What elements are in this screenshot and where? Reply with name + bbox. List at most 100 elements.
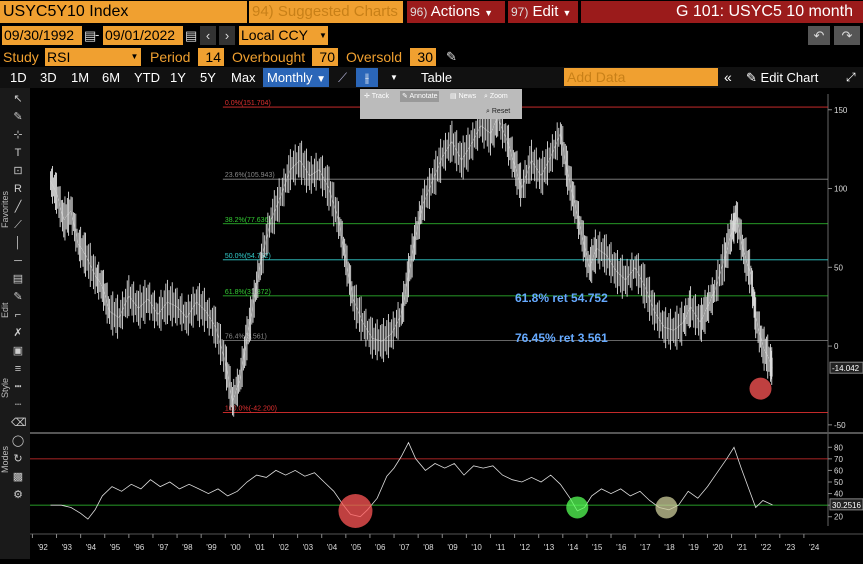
horizontal-line-icon[interactable]: ─ [14,255,22,267]
x-tick-label: '01 [254,543,265,552]
rsi-tick-label: 70 [834,455,843,464]
text-icon[interactable]: T [14,147,22,159]
currency-select[interactable]: Local CCY [239,26,319,45]
fib-level-label: 61.8%(31.872) [225,289,271,296]
next-arrow-icon[interactable]: › [219,26,235,45]
timeframe-1m[interactable]: 1M [71,70,90,85]
reset-button[interactable]: ⌕ Reset [486,106,510,117]
title-bar: USYC5Y10 Index 94) Suggested Charts 96) … [0,0,863,24]
table-button[interactable]: Table [421,70,453,85]
annotate-button[interactable]: ✎ Annotate [400,91,440,102]
x-tick-label: '16 [616,543,627,552]
edit-chart-label: Edit Chart [760,70,819,85]
brush-icon[interactable]: ⌐ [14,309,22,321]
channel-icon[interactable]: ▤ [12,273,24,285]
timeframe-ytd[interactable]: YTD [134,70,160,85]
expand-icon[interactable]: ⤢ [846,70,856,84]
edit-chart-button[interactable]: ✎ Edit Chart [746,68,818,87]
crosshair-icon[interactable]: ⊹ [13,129,23,141]
timeframe-max[interactable]: Max [231,70,256,85]
rsi-tick-label: 80 [834,443,843,452]
x-tick-label: '24 [809,543,820,552]
gear-icon[interactable]: ⚙ [13,489,23,501]
color-icon[interactable]: ▣ [12,345,24,357]
calendar-icon[interactable]: ▤ [84,28,97,43]
cycle-icon[interactable]: ↻ [13,453,23,465]
undo-icon[interactable]: ↶ [808,26,830,45]
trendline-icon[interactable]: ⟋ [14,219,22,231]
track-label: Track [371,93,389,100]
x-tick-label: '92 [37,543,48,552]
zoom-button[interactable]: ⌕ Zoom [484,91,508,102]
last-value-label: -14.042 [832,364,860,373]
caret-icon[interactable]: ▼ [318,26,328,45]
delete-icon[interactable]: ✗ [13,327,23,339]
pencil-icon[interactable]: ✎ [446,49,457,64]
rsi-panel: 2030405060708030.2516 [30,441,863,528]
x-tick-label: '04 [327,543,338,552]
annotation-label: 61.8% ret 54.752 [515,291,608,305]
fill-icon[interactable]: ▩ [12,471,24,483]
prev-arrow-icon[interactable]: ‹ [200,26,216,45]
chart-area[interactable]: 0.0%(151.704) 23.6%(105.943) 38.2%(77.636)… [30,88,863,559]
x-tick-label: '10 [471,543,482,552]
timeframe-1y[interactable]: 1Y [170,70,186,85]
x-tick-label: '14 [568,543,579,552]
annotation-label: 76.45% ret 3.561 [515,331,608,345]
x-tick-label: '13 [544,543,555,552]
x-tick-label: '11 [496,543,506,552]
caret-icon: ▼ [484,8,493,18]
floating-toolbar: ✛ Track ✎ Annotate ▤ News ⌕ Zoom ⌕ Reset [360,89,522,119]
edit-button[interactable]: 97) Edit ▼ [508,1,578,23]
overbought-input[interactable]: 70 [312,48,338,66]
timeframe-6m[interactable]: 6M [102,70,121,85]
suggested-label: Suggested Charts [277,3,398,20]
start-date-field[interactable]: 09/30/1992 [2,26,82,45]
timeframe-5y[interactable]: 5Y [200,70,216,85]
bar-chart-icon[interactable]: ⫲ [356,68,378,87]
x-tick-label: '98 [182,543,193,552]
x-tick-label: '20 [713,543,724,552]
caret-icon[interactable]: ▼ [390,73,398,82]
regression-icon[interactable]: R [14,183,22,195]
circle-mode-icon[interactable]: ◯ [11,435,25,447]
periodicity-label: Monthly [267,70,313,85]
price-series-line [50,116,773,403]
price-tick-label: -50 [834,421,846,430]
study-select[interactable]: RSI [45,48,141,66]
x-tick-label: '07 [399,543,410,552]
pen-icon[interactable]: ✎ [13,111,23,123]
period-input[interactable]: 14 [198,48,224,66]
rsi-tick-label: 40 [834,490,843,499]
calendar-icon[interactable]: ▤ [185,28,198,43]
redo-icon[interactable]: ↷ [834,26,860,45]
line-style-icon[interactable]: ≡ [14,363,22,375]
ticker-field[interactable]: USYC5Y10 Index [0,1,247,23]
style-label: Style [0,377,10,398]
actions-button[interactable]: 96) Actions ▼ [407,1,505,23]
caret-icon[interactable]: ▼ [128,48,141,66]
dash-icon[interactable]: ┅ [14,381,22,393]
news-button[interactable]: ▤ News [450,91,476,102]
eraser-icon[interactable]: ⌫ [11,417,27,429]
timeframe-3d[interactable]: 3D [40,70,57,85]
rsi-last-value-label: 30.2516 [832,501,861,510]
track-button[interactable]: ✛ Track [364,91,389,102]
cursor-icon[interactable]: ↖ [13,93,23,105]
annotate-icon: ✎ [402,93,408,100]
vertical-line-icon[interactable]: │ [14,237,22,249]
line-icon[interactable]: ╱ [14,201,22,213]
measure-icon[interactable]: ⊡ [13,165,23,177]
timeframe-1d[interactable]: 1D [10,70,27,85]
pencil-icon[interactable]: ✎ [13,291,23,303]
add-data-input[interactable]: Add Data [564,68,718,86]
collapse-icon[interactable]: « [724,69,732,85]
dots-icon[interactable]: ┄ [14,399,22,411]
line-chart-icon[interactable]: ⟋ [338,70,348,85]
periodicity-select[interactable]: Monthly ▼ [263,68,329,87]
end-date-field[interactable]: 09/01/2022 [103,26,183,45]
oversold-input[interactable]: 30 [410,48,436,66]
suggested-charts-button[interactable]: 94) Suggested Charts [249,1,403,23]
chart-svg: 0.0%(151.704) 23.6%(105.943) 38.2%(77.636)… [30,94,863,552]
date-separator: - [95,27,100,42]
